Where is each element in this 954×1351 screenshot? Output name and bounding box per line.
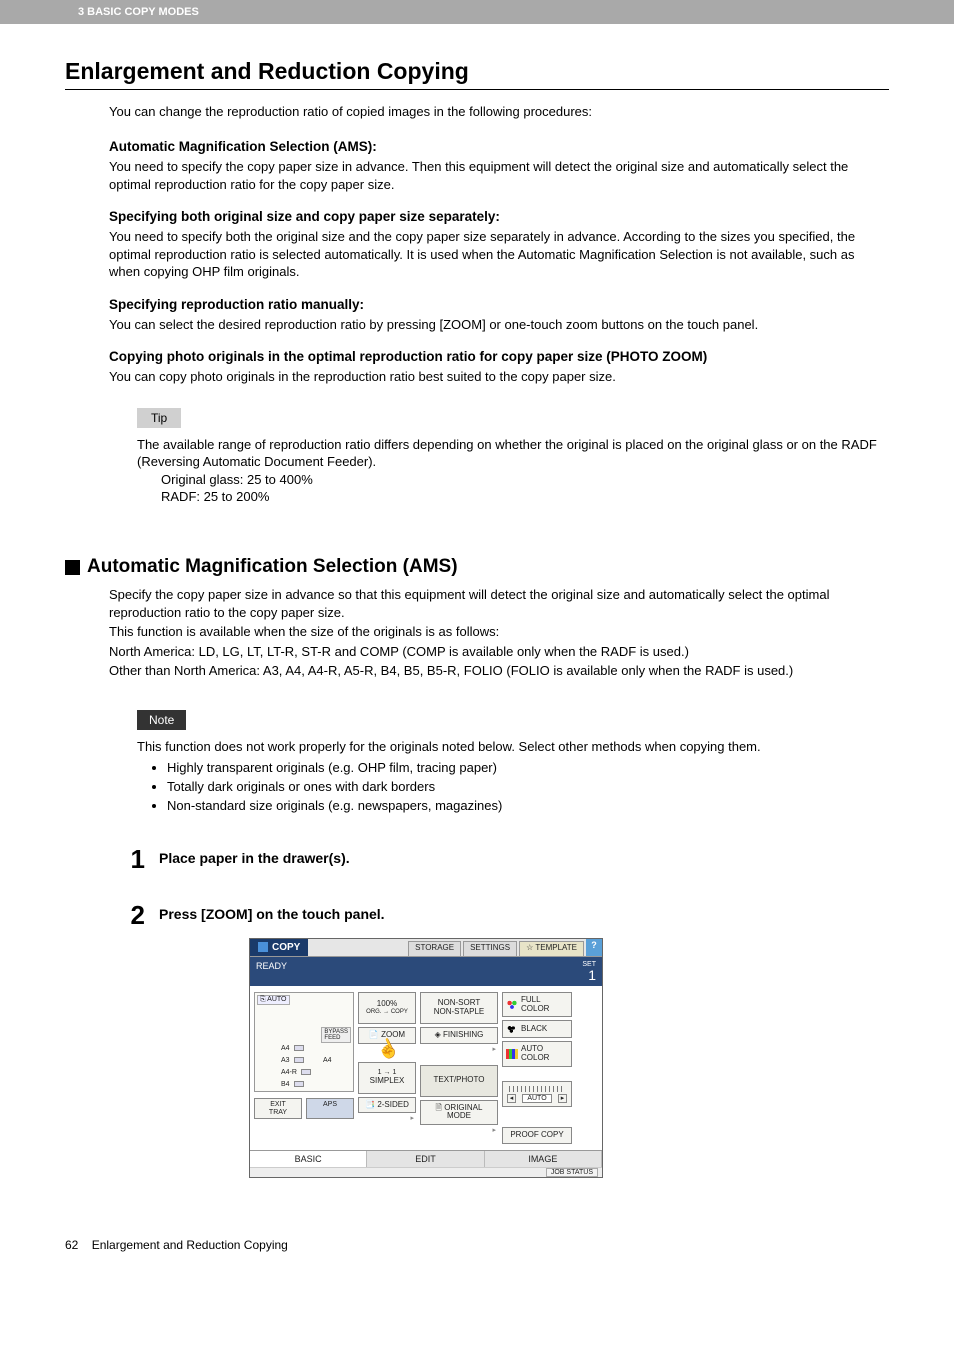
method-body: You need to specify both the original si… xyxy=(109,228,889,281)
tray-label: B4 xyxy=(281,1081,290,1088)
square-bullet-icon xyxy=(65,560,80,575)
bypass-feed-button[interactable]: BYPASS FEED xyxy=(321,1027,351,1043)
ams-p1: Specify the copy paper size in advance s… xyxy=(109,586,889,621)
density-slider[interactable]: ◂ AUTO ▸ xyxy=(502,1081,572,1107)
tray-label: A4-R xyxy=(281,1069,297,1076)
chapter-header: 3 BASIC COPY MODES xyxy=(0,0,954,24)
darker-button[interactable]: ▸ xyxy=(558,1094,567,1103)
footer-title: Enlargement and Reduction Copying xyxy=(92,1238,288,1252)
copy-mode-label: COPY xyxy=(250,939,308,956)
edit-tab[interactable]: EDIT xyxy=(367,1151,484,1167)
ams-p3: North America: LD, LG, LT, LT-R, ST-R an… xyxy=(109,643,889,661)
step-2: 2 Press [ZOOM] on the touch panel. xyxy=(65,902,889,928)
finishing-button[interactable]: ◈ FINISHING xyxy=(420,1027,498,1044)
expand-icon: ▸ xyxy=(420,1126,498,1134)
method-ams: Automatic Magnification Selection (AMS):… xyxy=(109,139,889,193)
sort-display: NON-SORT NON-STAPLE xyxy=(420,992,498,1024)
full-color-button[interactable]: FULL COLOR xyxy=(502,992,572,1018)
help-button[interactable]: ? xyxy=(586,939,602,956)
textphoto-display: TEXT/PHOTO xyxy=(420,1065,498,1097)
method-photo-zoom: Copying photo originals in the optimal r… xyxy=(109,349,889,386)
tray-label: A3 xyxy=(281,1057,290,1064)
tray-label: A4 xyxy=(281,1045,290,1052)
step-title: Place paper in the drawer(s). xyxy=(159,846,350,872)
method-heading: Specifying both original size and copy p… xyxy=(109,209,889,224)
auto-color-button[interactable]: AUTO COLOR xyxy=(502,1041,572,1067)
lighter-button[interactable]: ◂ xyxy=(507,1094,516,1103)
method-body: You can copy photo originals in the repr… xyxy=(109,368,889,386)
tray-a4-side: A4 xyxy=(323,1057,332,1064)
settings-tab[interactable]: SETTINGS xyxy=(463,941,517,956)
template-tab[interactable]: ☆ TEMPLATE xyxy=(519,941,584,956)
pointing-hand-icon xyxy=(377,1039,397,1059)
note-bullet: Non-standard size originals (e.g. newspa… xyxy=(167,797,889,816)
expand-icon: ▸ xyxy=(358,1114,416,1122)
method-heading: Automatic Magnification Selection (AMS): xyxy=(109,139,889,154)
basic-tab[interactable]: BASIC xyxy=(250,1151,367,1167)
tip-text: The available range of reproduction rati… xyxy=(137,437,877,470)
two-sided-button[interactable]: 📑 2-SIDED xyxy=(358,1097,416,1114)
drawer-diagram: ⎘ AUTO BYPASS FEED A4 A3 A4 A4-R B4 xyxy=(254,992,354,1092)
page-footer: 62 Enlargement and Reduction Copying xyxy=(65,1238,954,1252)
note-bullets: Highly transparent originals (e.g. OHP f… xyxy=(151,759,889,816)
intro-text: You can change the reproduction ratio of… xyxy=(109,104,889,119)
note-bullet: Totally dark originals or ones with dark… xyxy=(167,778,889,797)
step-title: Press [ZOOM] on the touch panel. xyxy=(159,902,385,928)
set-count: 1 xyxy=(588,967,596,983)
ams-p4: Other than North America: A3, A4, A4-R, … xyxy=(109,662,889,680)
ams-heading: Automatic Magnification Selection (AMS) xyxy=(65,556,889,578)
touch-panel-screenshot: COPY STORAGE SETTINGS ☆ TEMPLATE ? READY… xyxy=(249,938,603,1178)
color-dots-icon xyxy=(506,1000,518,1010)
page-title: Enlargement and Reduction Copying xyxy=(65,58,889,90)
method-manual: Specifying reproduction ratio manually: … xyxy=(109,297,889,334)
tray-icon xyxy=(294,1057,304,1063)
auto-color-icon xyxy=(506,1049,518,1059)
method-both-sizes: Specifying both original size and copy p… xyxy=(109,209,889,281)
ams-heading-text: Automatic Magnification Selection (AMS) xyxy=(87,556,458,578)
method-heading: Specifying reproduction ratio manually: xyxy=(109,297,889,312)
status-bar: READY SET1 xyxy=(250,957,602,986)
auto-density-button[interactable]: AUTO xyxy=(522,1094,551,1103)
ratio-display: 100% ORG. → COPY xyxy=(358,992,416,1024)
original-mode-button[interactable]: 🗎 ORIGINAL MODE xyxy=(420,1100,498,1126)
note-lead: This function does not work properly for… xyxy=(137,738,889,756)
step-number: 2 xyxy=(117,902,145,928)
method-body: You need to specify the copy paper size … xyxy=(109,158,889,193)
tip-label: Tip xyxy=(137,408,181,428)
tray-icon xyxy=(294,1045,304,1051)
aps-button[interactable]: APS xyxy=(306,1098,354,1119)
tip-line: Original glass: 25 to 400% xyxy=(161,471,889,489)
proof-copy-button[interactable]: PROOF COPY xyxy=(502,1127,572,1144)
copy-icon xyxy=(258,942,268,952)
method-body: You can select the desired reproduction … xyxy=(109,316,889,334)
storage-tab[interactable]: STORAGE xyxy=(408,941,461,956)
auto-label: ⎘ AUTO xyxy=(257,995,290,1005)
exit-tray-button[interactable]: EXIT TRAY xyxy=(254,1098,302,1119)
black-dots-icon xyxy=(506,1024,518,1034)
page-number: 62 xyxy=(65,1238,78,1252)
step-number: 1 xyxy=(117,846,145,872)
job-status-button[interactable]: JOB STATUS xyxy=(546,1168,598,1177)
simplex-display: 1 → 1 SIMPLEX xyxy=(358,1062,416,1094)
step-1: 1 Place paper in the drawer(s). xyxy=(65,846,889,872)
tip-line: RADF: 25 to 200% xyxy=(161,488,889,506)
note-label: Note xyxy=(137,710,186,730)
note-bullet: Highly transparent originals (e.g. OHP f… xyxy=(167,759,889,778)
ams-p2: This function is available when the size… xyxy=(109,623,889,641)
tip-body: The available range of reproduction rati… xyxy=(137,436,889,506)
image-tab[interactable]: IMAGE xyxy=(485,1151,602,1167)
tray-icon xyxy=(301,1069,311,1075)
tray-icon xyxy=(294,1081,304,1087)
black-button[interactable]: BLACK xyxy=(502,1020,572,1038)
method-heading: Copying photo originals in the optimal r… xyxy=(109,349,889,364)
expand-icon: ▸ xyxy=(420,1045,498,1053)
ready-status: READY xyxy=(256,961,287,982)
